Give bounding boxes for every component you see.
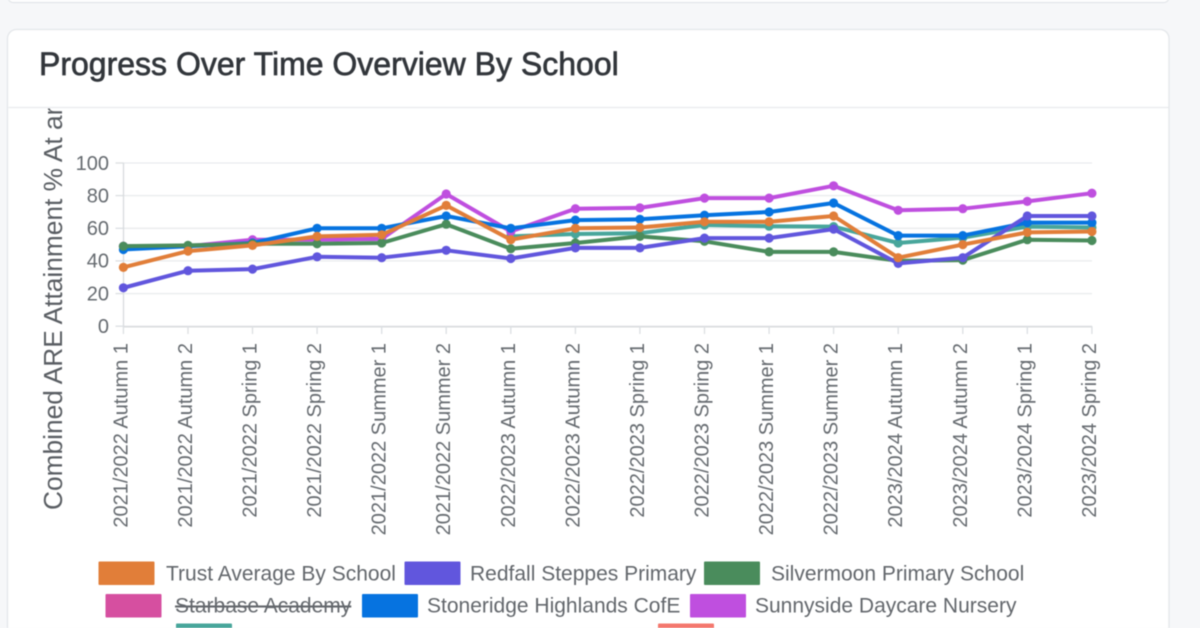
svg-text:2021/2022 Autumn 2: 2021/2022 Autumn 2 [175,343,197,528]
svg-text:60: 60 [87,218,109,240]
svg-text:Starbase Academy: Starbase Academy [175,595,352,618]
svg-text:2022/2023 Autumn 1: 2022/2023 Autumn 1 [498,343,520,528]
svg-text:2021/2022 Summer 2: 2021/2022 Summer 2 [433,343,455,535]
svg-text:Trust Average By School: Trust Average By School [166,563,396,586]
svg-text:2022/2023 Autumn 2: 2022/2023 Autumn 2 [562,343,584,528]
svg-text:2023/2024 Autumn 2: 2023/2024 Autumn 2 [950,343,972,528]
svg-text:2022/2023 Summer 2: 2022/2023 Summer 2 [821,343,843,535]
svg-text:2022/2023 Summer 1: 2022/2023 Summer 1 [756,343,778,535]
svg-text:40: 40 [87,251,109,273]
svg-text:20: 20 [87,283,109,305]
svg-text:2022/2023 Spring 1: 2022/2023 Spring 1 [627,343,649,518]
svg-text:Redfall Steppes Primary: Redfall Steppes Primary [470,563,697,586]
svg-text:2021/2022 Autumn 1: 2021/2022 Autumn 1 [110,343,132,528]
svg-text:2021/2022 Spring 2: 2021/2022 Spring 2 [304,343,326,518]
svg-text:2022/2023 Spring 2: 2022/2023 Spring 2 [692,343,714,518]
svg-text:2023/2024 Spring 2: 2023/2024 Spring 2 [1079,343,1101,518]
svg-text:Sunnyside Daycare Nursery: Sunnyside Daycare Nursery [755,595,1017,618]
svg-text:Silvermoon Primary School: Silvermoon Primary School [771,563,1024,586]
svg-text:Combined ARE Attainment % At a: Combined ARE Attainment % At ar [38,106,68,510]
svg-text:2021/2022 Summer 1: 2021/2022 Summer 1 [369,343,391,535]
svg-text:100: 100 [76,153,109,175]
svg-text:Progress Over Time Overview By: Progress Over Time Overview By School [39,46,619,82]
svg-text:2023/2024 Spring 1: 2023/2024 Spring 1 [1014,343,1036,518]
svg-text:2023/2024 Autumn 1: 2023/2024 Autumn 1 [885,343,907,528]
svg-text:Stoneridge Highlands CofE: Stoneridge Highlands CofE [427,595,680,618]
svg-text:2021/2022 Spring 1: 2021/2022 Spring 1 [240,343,262,518]
svg-text:0: 0 [98,316,109,338]
svg-text:80: 80 [87,185,109,207]
